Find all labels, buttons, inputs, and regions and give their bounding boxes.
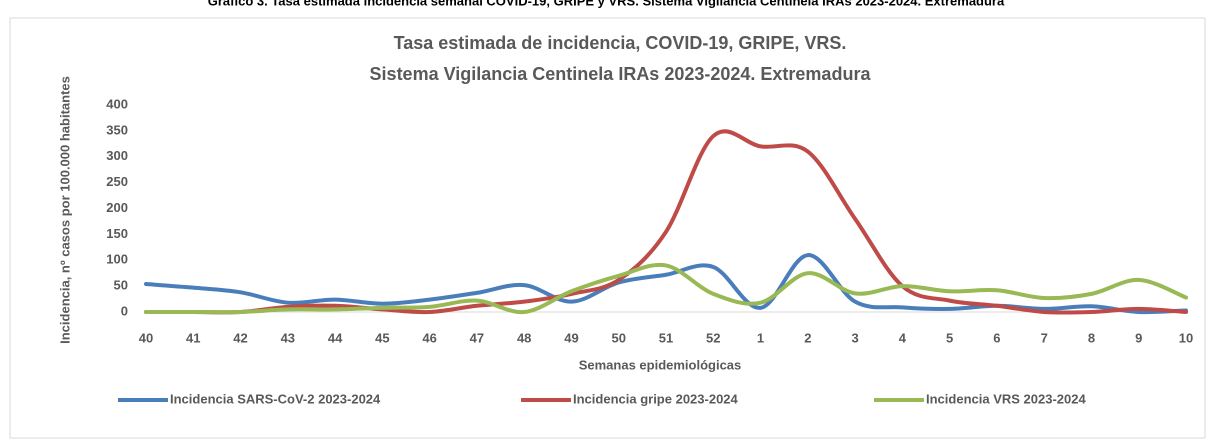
y-tick-label: 350 [106, 122, 128, 137]
x-tick-label: 42 [233, 330, 247, 345]
x-tick-label: 49 [564, 330, 578, 345]
x-tick-label: 47 [470, 330, 484, 345]
legend-label: Incidencia SARS-CoV-2 2023-2024 [170, 391, 381, 406]
x-tick-label: 10 [1179, 330, 1193, 345]
x-tick-label: 7 [1041, 330, 1048, 345]
y-axis-title: Incidencia, nº casos por 100.000 habitan… [57, 76, 72, 344]
chart-subtitle: Sistema Vigilancia Centinela IRAs 2023-2… [370, 64, 872, 84]
x-tick-label: 43 [281, 330, 295, 345]
x-tick-label: 9 [1135, 330, 1142, 345]
x-tick-label: 45 [375, 330, 389, 345]
series-line [144, 129, 1188, 315]
chart-border [9, 17, 1206, 439]
x-tick-label: 50 [611, 330, 625, 345]
x-tick-label: 41 [186, 330, 200, 345]
x-tick-label: 2 [804, 330, 811, 345]
y-tick-label: 0 [121, 303, 128, 318]
x-tick-label: 1 [757, 330, 764, 345]
y-tick-label: 200 [106, 200, 128, 215]
x-tick-label: 48 [517, 330, 531, 345]
legend-label: Incidencia VRS 2023-2024 [926, 391, 1086, 406]
x-axis-title: Semanas epidemiológicas [579, 357, 742, 372]
x-tick-label: 40 [139, 330, 153, 345]
y-tick-label: 400 [106, 96, 128, 111]
x-tick-label: 52 [706, 330, 720, 345]
y-tick-label: 100 [106, 252, 128, 267]
x-tick-label: 8 [1088, 330, 1095, 345]
x-tick-label: 5 [946, 330, 953, 345]
x-tick-label: 3 [851, 330, 858, 345]
x-tick-label: 46 [422, 330, 436, 345]
legend-label: Incidencia gripe 2023-2024 [573, 391, 739, 406]
y-tick-label: 250 [106, 174, 128, 189]
y-tick-label: 150 [106, 226, 128, 241]
x-tick-label: 44 [328, 330, 343, 345]
series-line [144, 262, 1188, 315]
page-header: Gráfico 3. Tasa estimada incidencia sema… [208, 0, 1005, 8]
x-tick-label: 4 [899, 330, 907, 345]
x-tick-label: 6 [993, 330, 1000, 345]
y-tick-label: 300 [106, 148, 128, 163]
chart-title: Tasa estimada de incidencia, COVID-19, G… [394, 33, 847, 53]
y-tick-label: 50 [114, 278, 128, 293]
x-tick-label: 51 [659, 330, 673, 345]
